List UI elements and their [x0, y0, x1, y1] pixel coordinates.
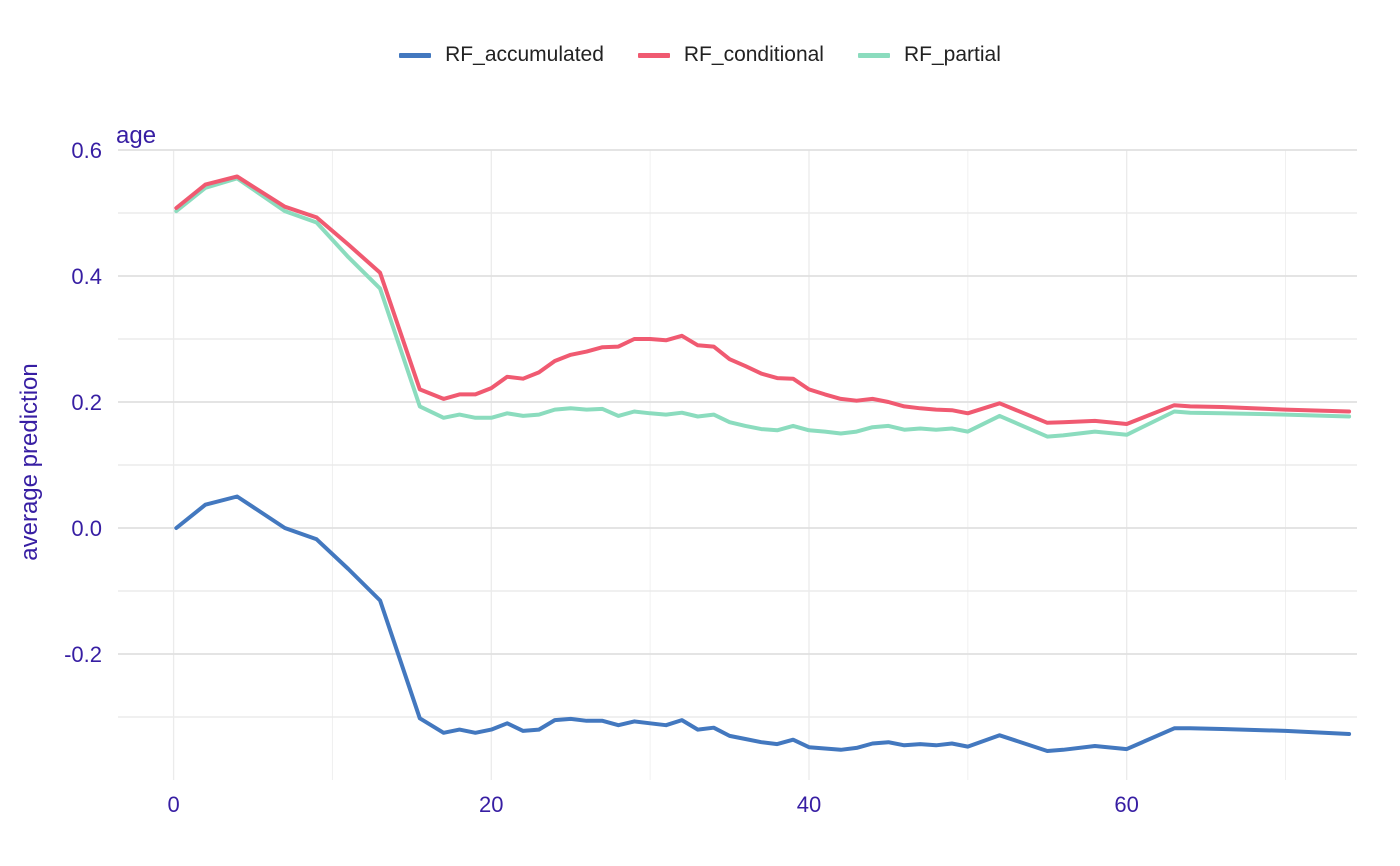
- legend: RF_accumulated RF_conditional RF_partial: [0, 38, 1400, 72]
- major-gridlines: [118, 149, 1357, 780]
- legend-label-rf-conditional: RF_conditional: [683, 43, 824, 66]
- x-tick-labels: 0 20 40 60: [167, 792, 1138, 817]
- legend-label-rf-partial: RF_partial: [903, 43, 1001, 66]
- legend-item-rf-conditional[interactable]: RF_conditional: [637, 43, 824, 67]
- legend-label-rf-accumulated: RF_accumulated: [445, 43, 604, 66]
- y-tick-label: -0.2: [64, 642, 102, 667]
- y-tick-label: 0.0: [71, 516, 102, 541]
- y-tick-labels: -0.2 0.0 0.2 0.4 0.6: [64, 138, 102, 667]
- y-tick-label: 0.6: [71, 138, 102, 163]
- x-tick-label: 60: [1114, 792, 1138, 817]
- series-line-rf-conditional: [174, 174, 1352, 426]
- series-line-rf-accumulated: [174, 494, 1352, 753]
- x-tick-label: 40: [797, 792, 821, 817]
- legend-key-rf-accumulated: [399, 52, 432, 58]
- x-tick-label: 0: [167, 792, 179, 817]
- legend-item-rf-partial[interactable]: RF_partial: [857, 43, 1001, 67]
- legend-key-rf-partial: [857, 52, 890, 58]
- legend-item-rf-accumulated[interactable]: RF_accumulated: [399, 43, 604, 67]
- series-lines: [174, 174, 1352, 753]
- x-tick-label: 20: [479, 792, 503, 817]
- legend-key-rf-conditional: [637, 52, 670, 58]
- y-tick-label: 0.2: [71, 390, 102, 415]
- y-tick-label: 0.4: [71, 264, 102, 289]
- series-line-rf-partial: [174, 176, 1352, 439]
- panel-title: age: [116, 122, 157, 149]
- minor-gridlines: [118, 150, 1357, 780]
